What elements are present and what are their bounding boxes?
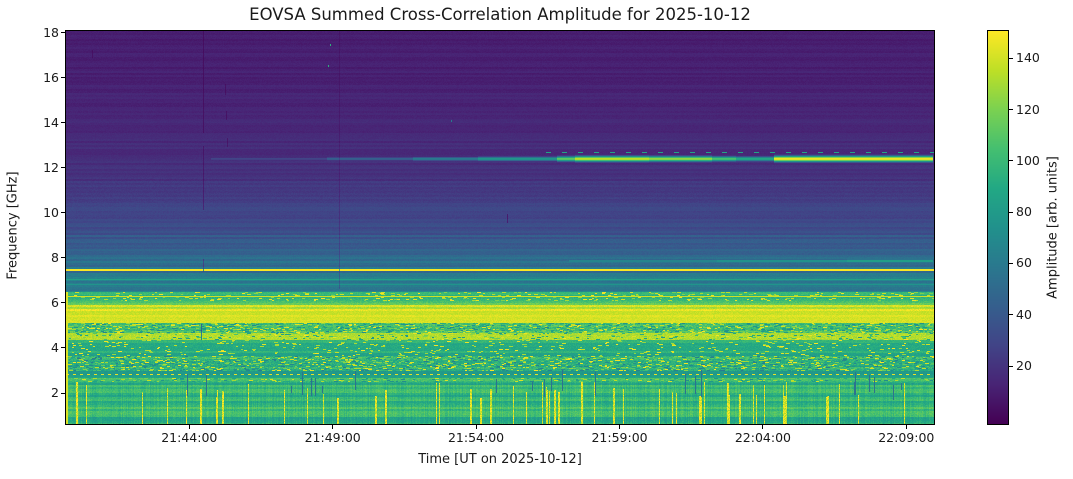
y-tick-mark bbox=[61, 167, 65, 169]
spectrogram-plot bbox=[65, 30, 935, 425]
y-tick-mark bbox=[61, 77, 65, 79]
colorbar-tick-label: 60 bbox=[1016, 255, 1032, 271]
x-tick-mark bbox=[619, 425, 621, 429]
x-tick-mark bbox=[762, 425, 764, 429]
colorbar-tick-label: 120 bbox=[1016, 101, 1040, 117]
colorbar-label: Amplitude [arb. units] bbox=[1045, 156, 1061, 299]
colorbar-tick-mark bbox=[1009, 109, 1013, 110]
x-tick-label: 22:04:00 bbox=[734, 430, 791, 445]
y-tick-mark bbox=[61, 302, 65, 304]
colorbar-tick-label: 80 bbox=[1016, 204, 1032, 220]
colorbar-tick-label: 140 bbox=[1016, 50, 1040, 66]
colorbar-tick-mark bbox=[1009, 314, 1013, 316]
y-tick-label: 14 bbox=[43, 114, 59, 130]
colorbar-tick-mark bbox=[1009, 262, 1013, 264]
x-tick-mark bbox=[475, 425, 477, 429]
colorbar-tick-mark bbox=[1009, 57, 1013, 59]
colorbar-tick-label: 100 bbox=[1016, 152, 1040, 168]
y-tick-label: 10 bbox=[43, 204, 59, 220]
colorbar-tick-label: 20 bbox=[1016, 358, 1032, 373]
x-tick-label: 21:49:00 bbox=[304, 430, 361, 445]
y-tick-label: 12 bbox=[43, 159, 59, 175]
y-tick-label: 8 bbox=[51, 249, 59, 265]
x-tick-label: 22:09:00 bbox=[878, 430, 935, 445]
x-tick-label: 21:54:00 bbox=[447, 430, 505, 445]
x-tick-mark bbox=[332, 425, 334, 429]
y-tick-mark bbox=[61, 392, 65, 394]
y-tick-mark bbox=[61, 32, 65, 34]
x-tick-label: 21:59:00 bbox=[591, 430, 648, 445]
y-tick-label: 18 bbox=[43, 24, 59, 40]
colorbar-canvas bbox=[988, 31, 1008, 424]
y-tick-label: 6 bbox=[51, 294, 59, 310]
colorbar bbox=[987, 30, 1009, 425]
chart-title: EOVSA Summed Cross-Correlation Amplitude… bbox=[249, 5, 751, 24]
colorbar-tick-mark bbox=[1009, 160, 1013, 162]
x-axis-label: Time [UT on 2025-10-12] bbox=[418, 452, 582, 467]
y-tick-mark bbox=[61, 347, 65, 349]
y-tick-label: 16 bbox=[43, 69, 59, 85]
spectrogram-canvas bbox=[66, 31, 934, 424]
x-tick-mark bbox=[905, 425, 907, 429]
colorbar-tick-mark bbox=[1009, 365, 1013, 367]
y-tick-label: 4 bbox=[51, 339, 59, 355]
x-tick-mark bbox=[188, 425, 190, 429]
y-tick-mark bbox=[61, 122, 65, 124]
y-tick-label: 2 bbox=[51, 385, 59, 401]
y-tick-mark bbox=[61, 257, 65, 259]
y-tick-mark bbox=[61, 212, 65, 214]
x-tick-label: 21:44:00 bbox=[161, 430, 218, 445]
colorbar-tick-mark bbox=[1009, 211, 1013, 213]
colorbar-tick-label: 40 bbox=[1016, 306, 1032, 322]
